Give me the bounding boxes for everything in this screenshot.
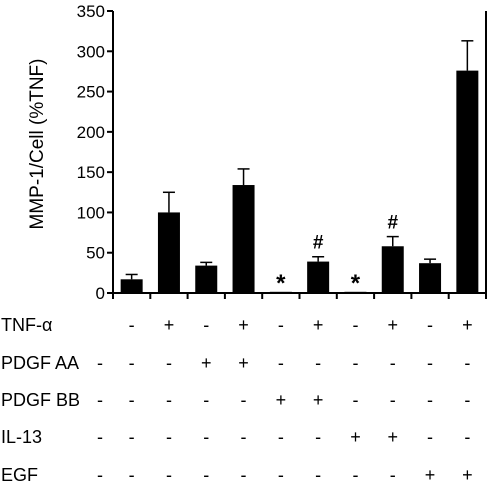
bar-4 (232, 185, 255, 293)
treatment-sign: - (390, 390, 396, 410)
treatment-sign-lead: - (97, 353, 103, 373)
treatment-sign: - (129, 465, 135, 485)
treatment-sign: - (203, 315, 209, 335)
treatment-sign: + (425, 465, 436, 485)
treatment-sign: - (129, 427, 135, 447)
y-axis-label: MMP-1/Cell (%TNF) (27, 59, 48, 230)
y-tick-label: 350 (77, 2, 105, 21)
treatment-sign-lead: - (97, 427, 103, 447)
treatment-sign: - (241, 465, 247, 485)
treatment-label-5: EGF (1, 465, 38, 485)
treatment-sign: - (352, 465, 358, 485)
treatment-sign-lead: - (97, 390, 103, 410)
bar-1 (120, 279, 143, 293)
treatment-sign: - (129, 315, 135, 335)
treatment-sign: - (352, 353, 358, 373)
plot-area: * # * #0 50 100 150 200 250 300 350 (77, 2, 487, 303)
treatment-sign: + (387, 315, 398, 335)
treatment-sign: - (278, 465, 284, 485)
treatment-label-3: PDGF BB (1, 390, 80, 410)
bar-10 (456, 70, 479, 293)
treatment-sign: - (278, 353, 284, 373)
treatment-label-4: IL-13 (1, 427, 42, 447)
treatment-sign: - (352, 315, 358, 335)
treatment-sign: - (278, 427, 284, 447)
treatment-sign: - (427, 315, 433, 335)
y-tick-label: 0 (96, 284, 105, 303)
treatment-sign: + (201, 353, 212, 373)
treatment-sign: + (313, 315, 324, 335)
bar-8 (381, 246, 404, 293)
treatment-sign: - (203, 465, 209, 485)
y-tick-label: 100 (77, 203, 105, 222)
treatment-sign: - (352, 390, 358, 410)
treatment-sign-lead: - (97, 465, 103, 485)
bar-6 (307, 261, 330, 293)
treatment-sign: - (390, 353, 396, 373)
significance-mark-6: # (313, 233, 324, 254)
treatment-label-1: TNF-α (1, 315, 52, 335)
treatment-sign: - (241, 427, 247, 447)
treatment-sign: - (129, 353, 135, 373)
treatment-sign: - (166, 353, 172, 373)
treatment-sign: + (238, 315, 249, 335)
y-tick-label: 200 (77, 123, 105, 142)
treatment-sign: + (313, 390, 324, 410)
treatment-sign: - (464, 390, 470, 410)
y-tick-label: 150 (77, 163, 105, 182)
bar-3 (195, 265, 218, 293)
treatment-sign: - (203, 427, 209, 447)
treatment-sign: - (390, 465, 396, 485)
treatment-sign: - (427, 353, 433, 373)
treatment-sign: - (166, 427, 172, 447)
treatment-sign: - (464, 353, 470, 373)
treatment-sign: - (241, 390, 247, 410)
treatment-matrix: TNF-α - + - + - + - + - +PDGF AA - - + + - - - - - -PDGF BB -… (1, 315, 473, 485)
treatment-sign: + (462, 315, 473, 335)
treatment-sign: - (315, 465, 321, 485)
treatment-sign: + (276, 390, 287, 410)
treatment-sign: + (238, 353, 249, 373)
treatment-sign: - (427, 390, 433, 410)
y-tick-label: 50 (86, 244, 105, 263)
y-tick-label: 250 (77, 83, 105, 102)
bar-9 (419, 263, 442, 293)
treatment-sign: - (427, 427, 433, 447)
treatment-sign: - (464, 427, 470, 447)
treatment-sign: - (315, 427, 321, 447)
treatment-label-2: PDGF AA (1, 353, 79, 373)
significance-mark-5: * (276, 270, 286, 297)
treatment-sign: - (166, 390, 172, 410)
treatment-sign: + (164, 315, 175, 335)
treatment-sign: - (278, 315, 284, 335)
treatment-sign: - (315, 353, 321, 373)
treatment-sign: - (203, 390, 209, 410)
treatment-sign: + (387, 427, 398, 447)
y-tick-label: 300 (77, 42, 105, 61)
bar-2 (157, 212, 180, 293)
significance-mark-7: * (351, 270, 361, 297)
treatment-sign: - (166, 465, 172, 485)
significance-mark-8: # (387, 213, 398, 234)
treatment-sign: - (129, 390, 135, 410)
treatment-sign: + (350, 427, 361, 447)
treatment-sign: + (462, 465, 473, 485)
